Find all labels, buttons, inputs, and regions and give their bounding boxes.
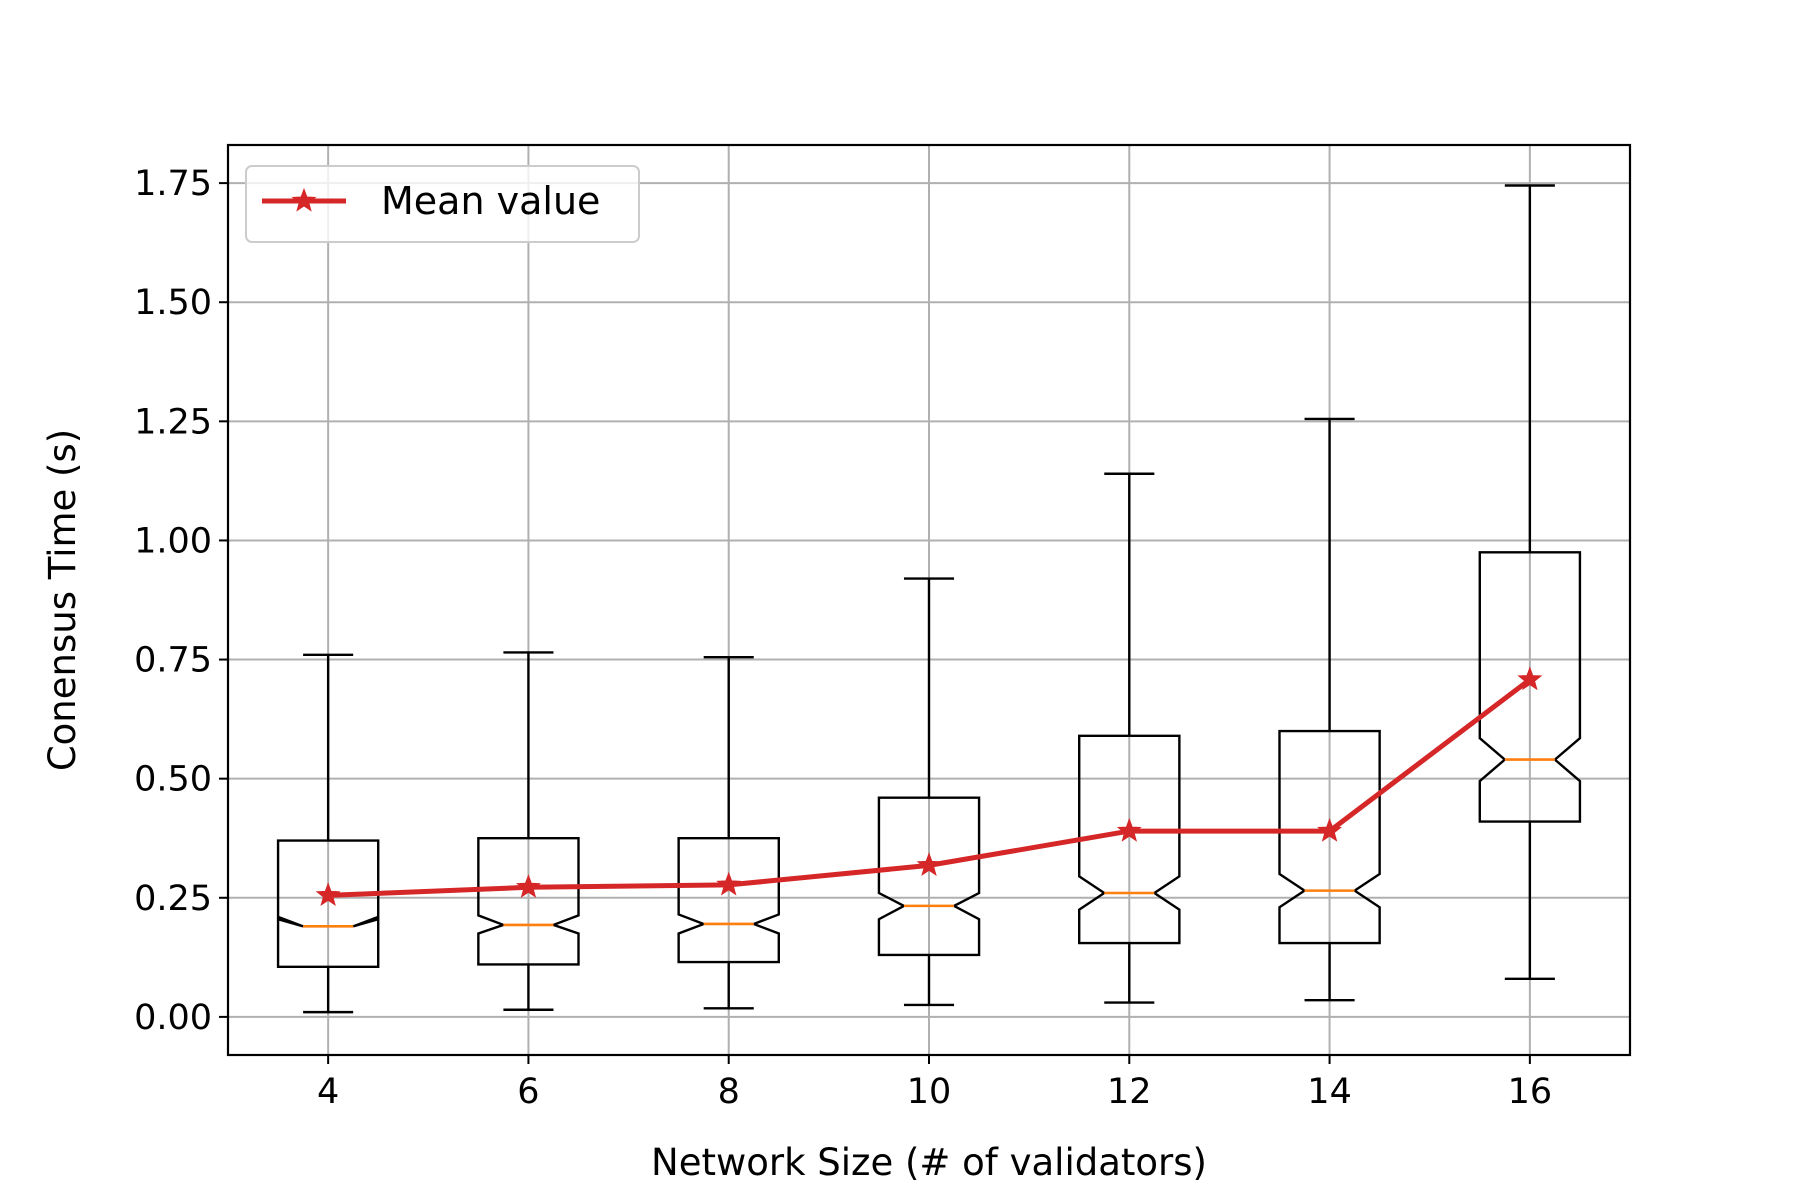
box-plots xyxy=(276,184,1582,1014)
box-group xyxy=(877,577,981,1007)
y-tick-label: 1.25 xyxy=(134,402,212,442)
y-axis-label: Conensus Time (s) xyxy=(41,429,84,771)
mean-point xyxy=(1317,817,1343,842)
box-body xyxy=(677,837,780,964)
box-body xyxy=(276,839,380,969)
mean-point xyxy=(716,871,742,896)
box-body xyxy=(1278,729,1381,945)
mean-point xyxy=(1116,817,1142,842)
x-tick-label: 10 xyxy=(907,1072,952,1112)
box-body xyxy=(1478,551,1582,823)
y-tick-label: 0.75 xyxy=(134,641,212,681)
box-group xyxy=(1278,417,1381,1002)
y-tick-label: 1.50 xyxy=(134,283,212,323)
x-axis-label: Network Size (# of validators) xyxy=(651,1141,1207,1184)
x-tick-label: 8 xyxy=(718,1072,740,1112)
y-tick-label: 0.00 xyxy=(134,998,212,1038)
box-body xyxy=(877,796,981,957)
mean-point xyxy=(916,852,942,877)
mean-point xyxy=(515,874,541,898)
box-group xyxy=(276,653,380,1014)
box-body xyxy=(477,837,580,966)
box-group xyxy=(1078,472,1181,1004)
y-tick-label: 1.00 xyxy=(134,521,212,561)
mean-series xyxy=(315,666,1543,907)
y-tick-label: 0.25 xyxy=(134,879,212,919)
x-tick-label: 14 xyxy=(1307,1072,1352,1112)
x-tick-label: 12 xyxy=(1107,1072,1152,1112)
y-tick-label: 0.50 xyxy=(134,760,212,800)
x-tick-label: 16 xyxy=(1508,1072,1553,1112)
legend-box xyxy=(245,165,640,243)
y-tick-label: 1.75 xyxy=(134,164,212,204)
legend-marker-star xyxy=(291,187,317,212)
box-body xyxy=(1078,734,1181,945)
x-tick-label: 6 xyxy=(517,1072,539,1112)
mean-point xyxy=(1517,666,1543,691)
box-group xyxy=(677,655,780,1010)
box-group xyxy=(1478,184,1582,980)
legend-label-mean: Mean value xyxy=(381,179,600,223)
x-tick-label: 4 xyxy=(317,1072,339,1112)
mean-point xyxy=(315,882,341,907)
legend: Mean value xyxy=(245,165,640,243)
ticks: 0.00 0.25 0.50 0.75 1.00 1.25 1.50 1.75 4 6 8 10 12 1… xyxy=(134,164,1552,1112)
box-group xyxy=(477,651,580,1011)
